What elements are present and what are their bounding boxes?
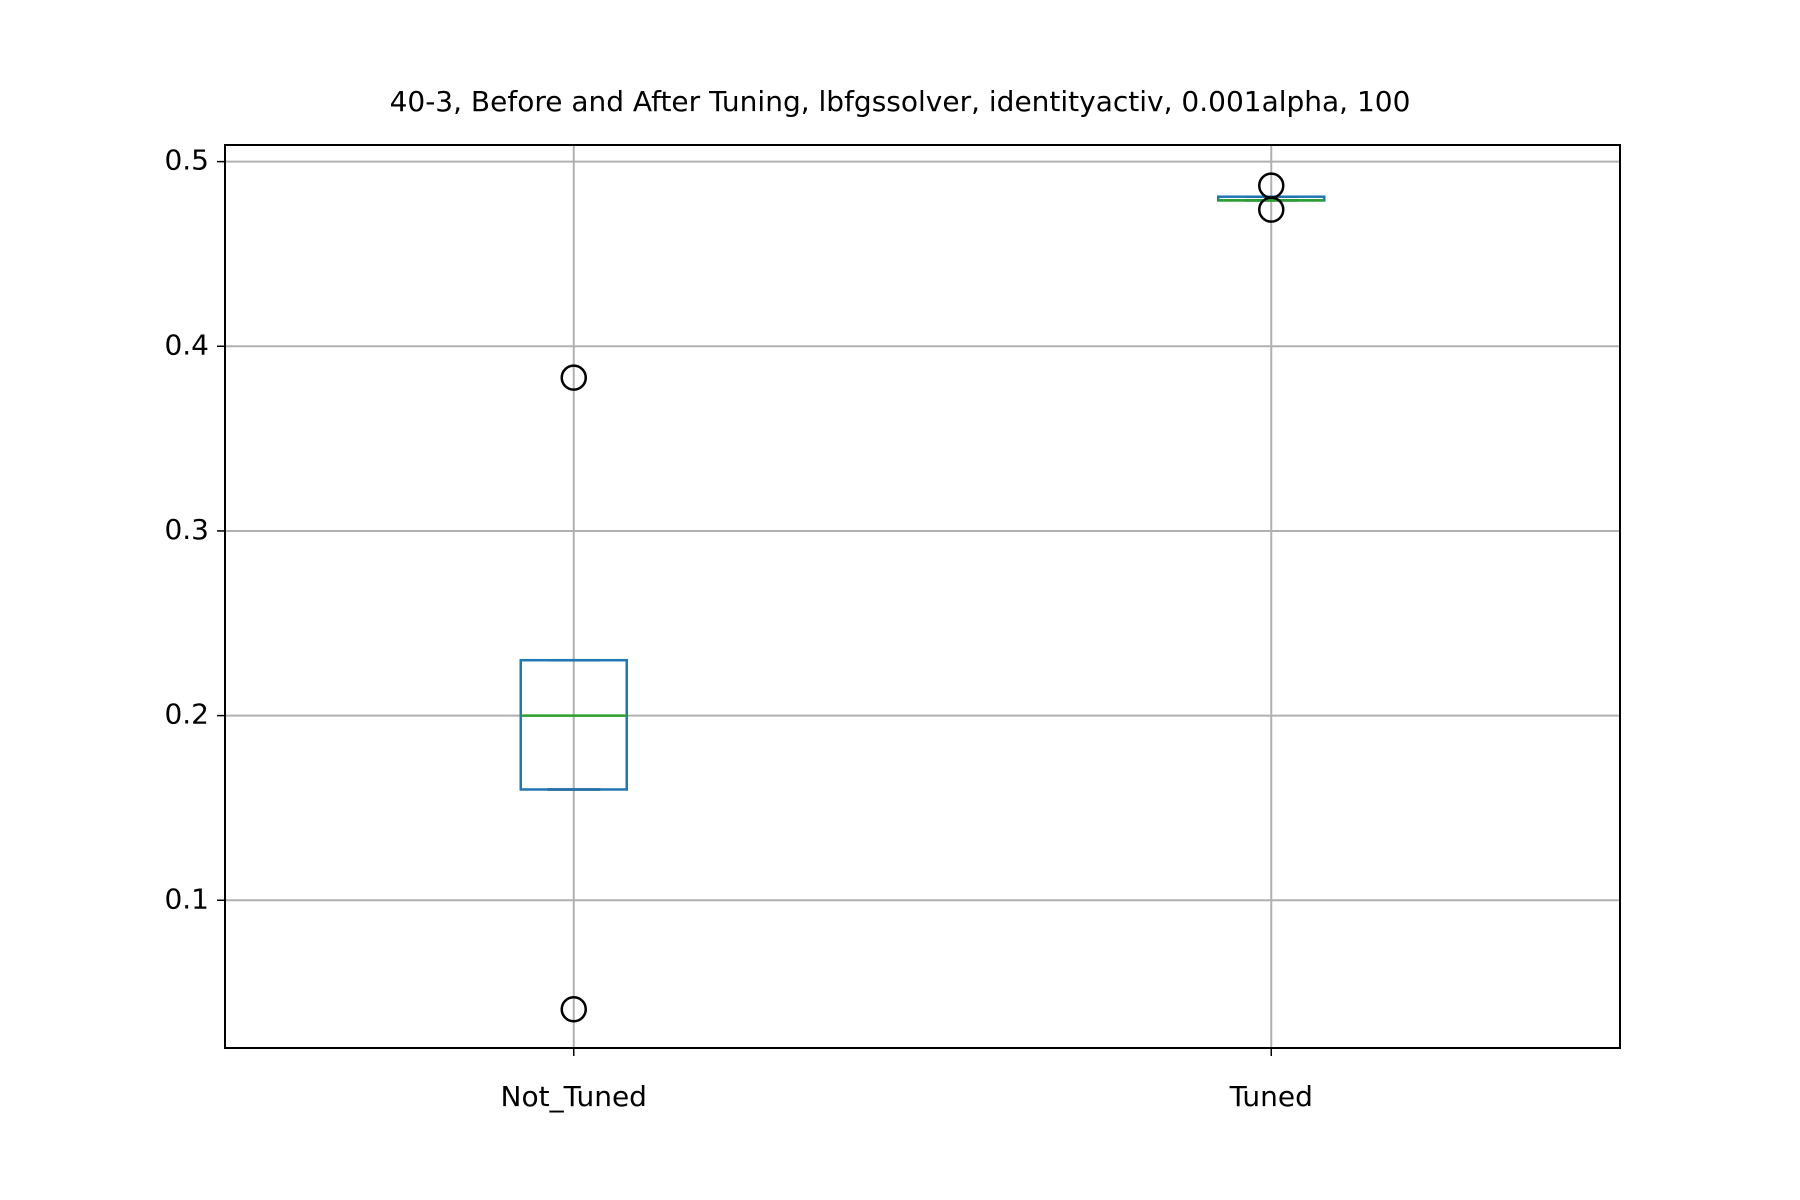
y-tick-label: 0.3 — [164, 513, 209, 546]
x-tick-label: Not_Tuned — [501, 1080, 647, 1113]
y-tick-label: 0.1 — [164, 882, 209, 915]
outlier — [1258, 196, 1285, 223]
plot-frame — [224, 144, 1621, 1049]
outlier — [560, 995, 587, 1023]
chart-title: 40-3, Before and After Tuning, lbfgssolv… — [390, 85, 1411, 118]
y-tick-label: 0.5 — [164, 144, 209, 177]
x-tick-label: Tuned — [1229, 1080, 1313, 1113]
outlier — [560, 364, 587, 391]
y-tick-label: 0.4 — [164, 328, 209, 361]
box — [519, 658, 628, 791]
y-tick-label: 0.2 — [164, 698, 209, 731]
